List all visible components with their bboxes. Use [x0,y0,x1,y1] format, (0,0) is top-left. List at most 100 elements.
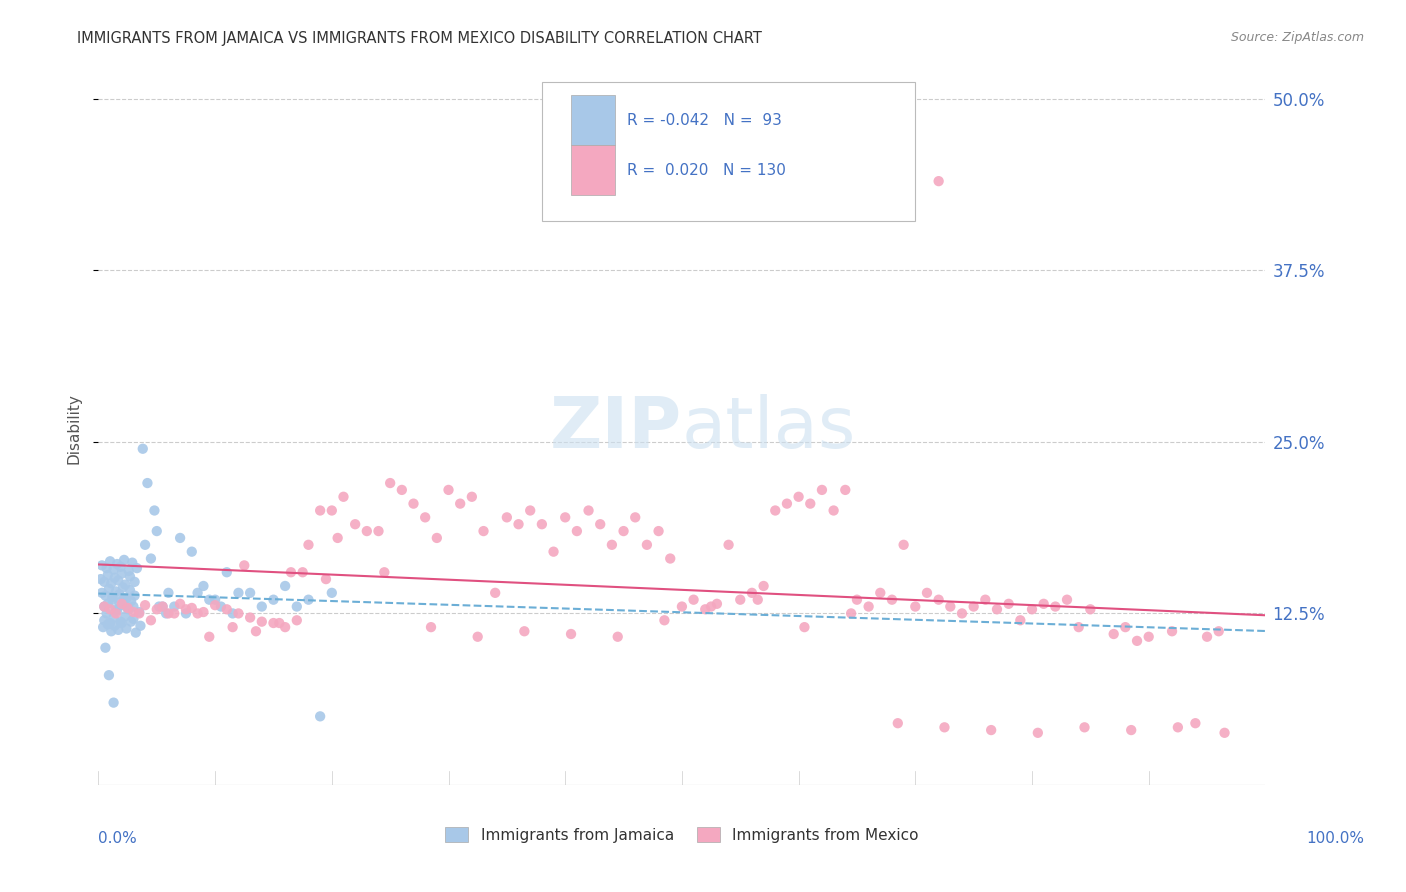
Point [934,720,956,734]
Point [111,615,134,630]
Point [107,574,129,588]
Text: R = -0.042   N =  93: R = -0.042 N = 93 [627,113,782,128]
Point [125,625,148,640]
Point [215,602,238,616]
Point [554,510,576,524]
Point [187,607,209,621]
Point [426,531,449,545]
Point [100,624,122,639]
Point [1045,599,1067,614]
Point [887,716,910,731]
Text: Source: ZipAtlas.com: Source: ZipAtlas.com [1230,31,1364,45]
Point [391,483,413,497]
Point [193,605,215,619]
Point [114,577,136,591]
Text: atlas: atlas [682,393,856,463]
Point [332,490,354,504]
Point [94,589,117,603]
Point [155,607,177,621]
Point [93,613,115,627]
Point [799,497,821,511]
Point [776,497,799,511]
Point [169,531,191,545]
Point [1195,630,1218,644]
Point [380,476,402,491]
Point [180,601,202,615]
Point [717,538,740,552]
Point [132,442,155,456]
Point [636,538,658,552]
Point [543,544,565,558]
Point [103,696,125,710]
Text: R =  0.020   N = 130: R = 0.020 N = 130 [627,163,786,178]
Point [309,709,332,723]
Point [104,571,127,585]
Point [112,591,135,606]
Point [204,598,226,612]
Point [1021,602,1043,616]
Text: IMMIGRANTS FROM JAMAICA VS IMMIGRANTS FROM MEXICO DISABILITY CORRELATION CHART: IMMIGRANTS FROM JAMAICA VS IMMIGRANTS FR… [77,31,762,46]
Point [96,561,118,575]
Text: ZIP: ZIP [550,393,682,463]
Point [513,624,536,639]
Point [180,544,202,558]
Point [97,668,120,682]
Text: 0.0%: 0.0% [98,831,138,846]
Point [215,566,238,580]
Point [157,586,180,600]
Point [152,599,174,614]
Point [111,598,134,612]
Point [97,582,120,596]
Point [269,615,291,630]
Point [104,602,127,616]
Point [98,602,121,616]
Point [858,599,880,614]
Point [309,503,332,517]
Point [128,605,150,619]
Point [124,589,146,603]
Point [589,517,612,532]
Point [163,599,186,614]
Point [187,586,209,600]
Point [93,599,115,614]
Point [530,517,553,532]
Point [134,538,156,552]
Point [1114,620,1136,634]
Point [124,574,146,589]
Point [472,524,495,538]
Point [880,592,903,607]
Point [122,599,145,614]
Point [122,612,145,626]
Point [291,566,314,580]
Point [90,586,112,600]
Point [980,723,1002,737]
Point [321,586,343,600]
Point [1121,723,1143,737]
Point [695,602,717,616]
Point [787,490,810,504]
Point [811,483,834,497]
Point [986,602,1008,616]
Point [846,592,869,607]
Point [93,599,115,614]
Point [111,566,134,581]
Point [747,592,769,607]
Point [437,483,460,497]
Point [104,584,127,599]
Point [111,580,134,594]
Point [1080,602,1102,616]
Point [90,572,112,586]
Point [1184,716,1206,731]
Point [752,579,775,593]
Point [105,557,128,571]
Point [245,624,267,639]
Point [1137,630,1160,644]
Point [326,531,349,545]
Point [104,607,127,621]
Point [228,607,250,621]
Point [134,598,156,612]
Point [1167,720,1189,734]
Point [461,490,484,504]
Point [467,630,489,644]
Point [928,592,950,607]
